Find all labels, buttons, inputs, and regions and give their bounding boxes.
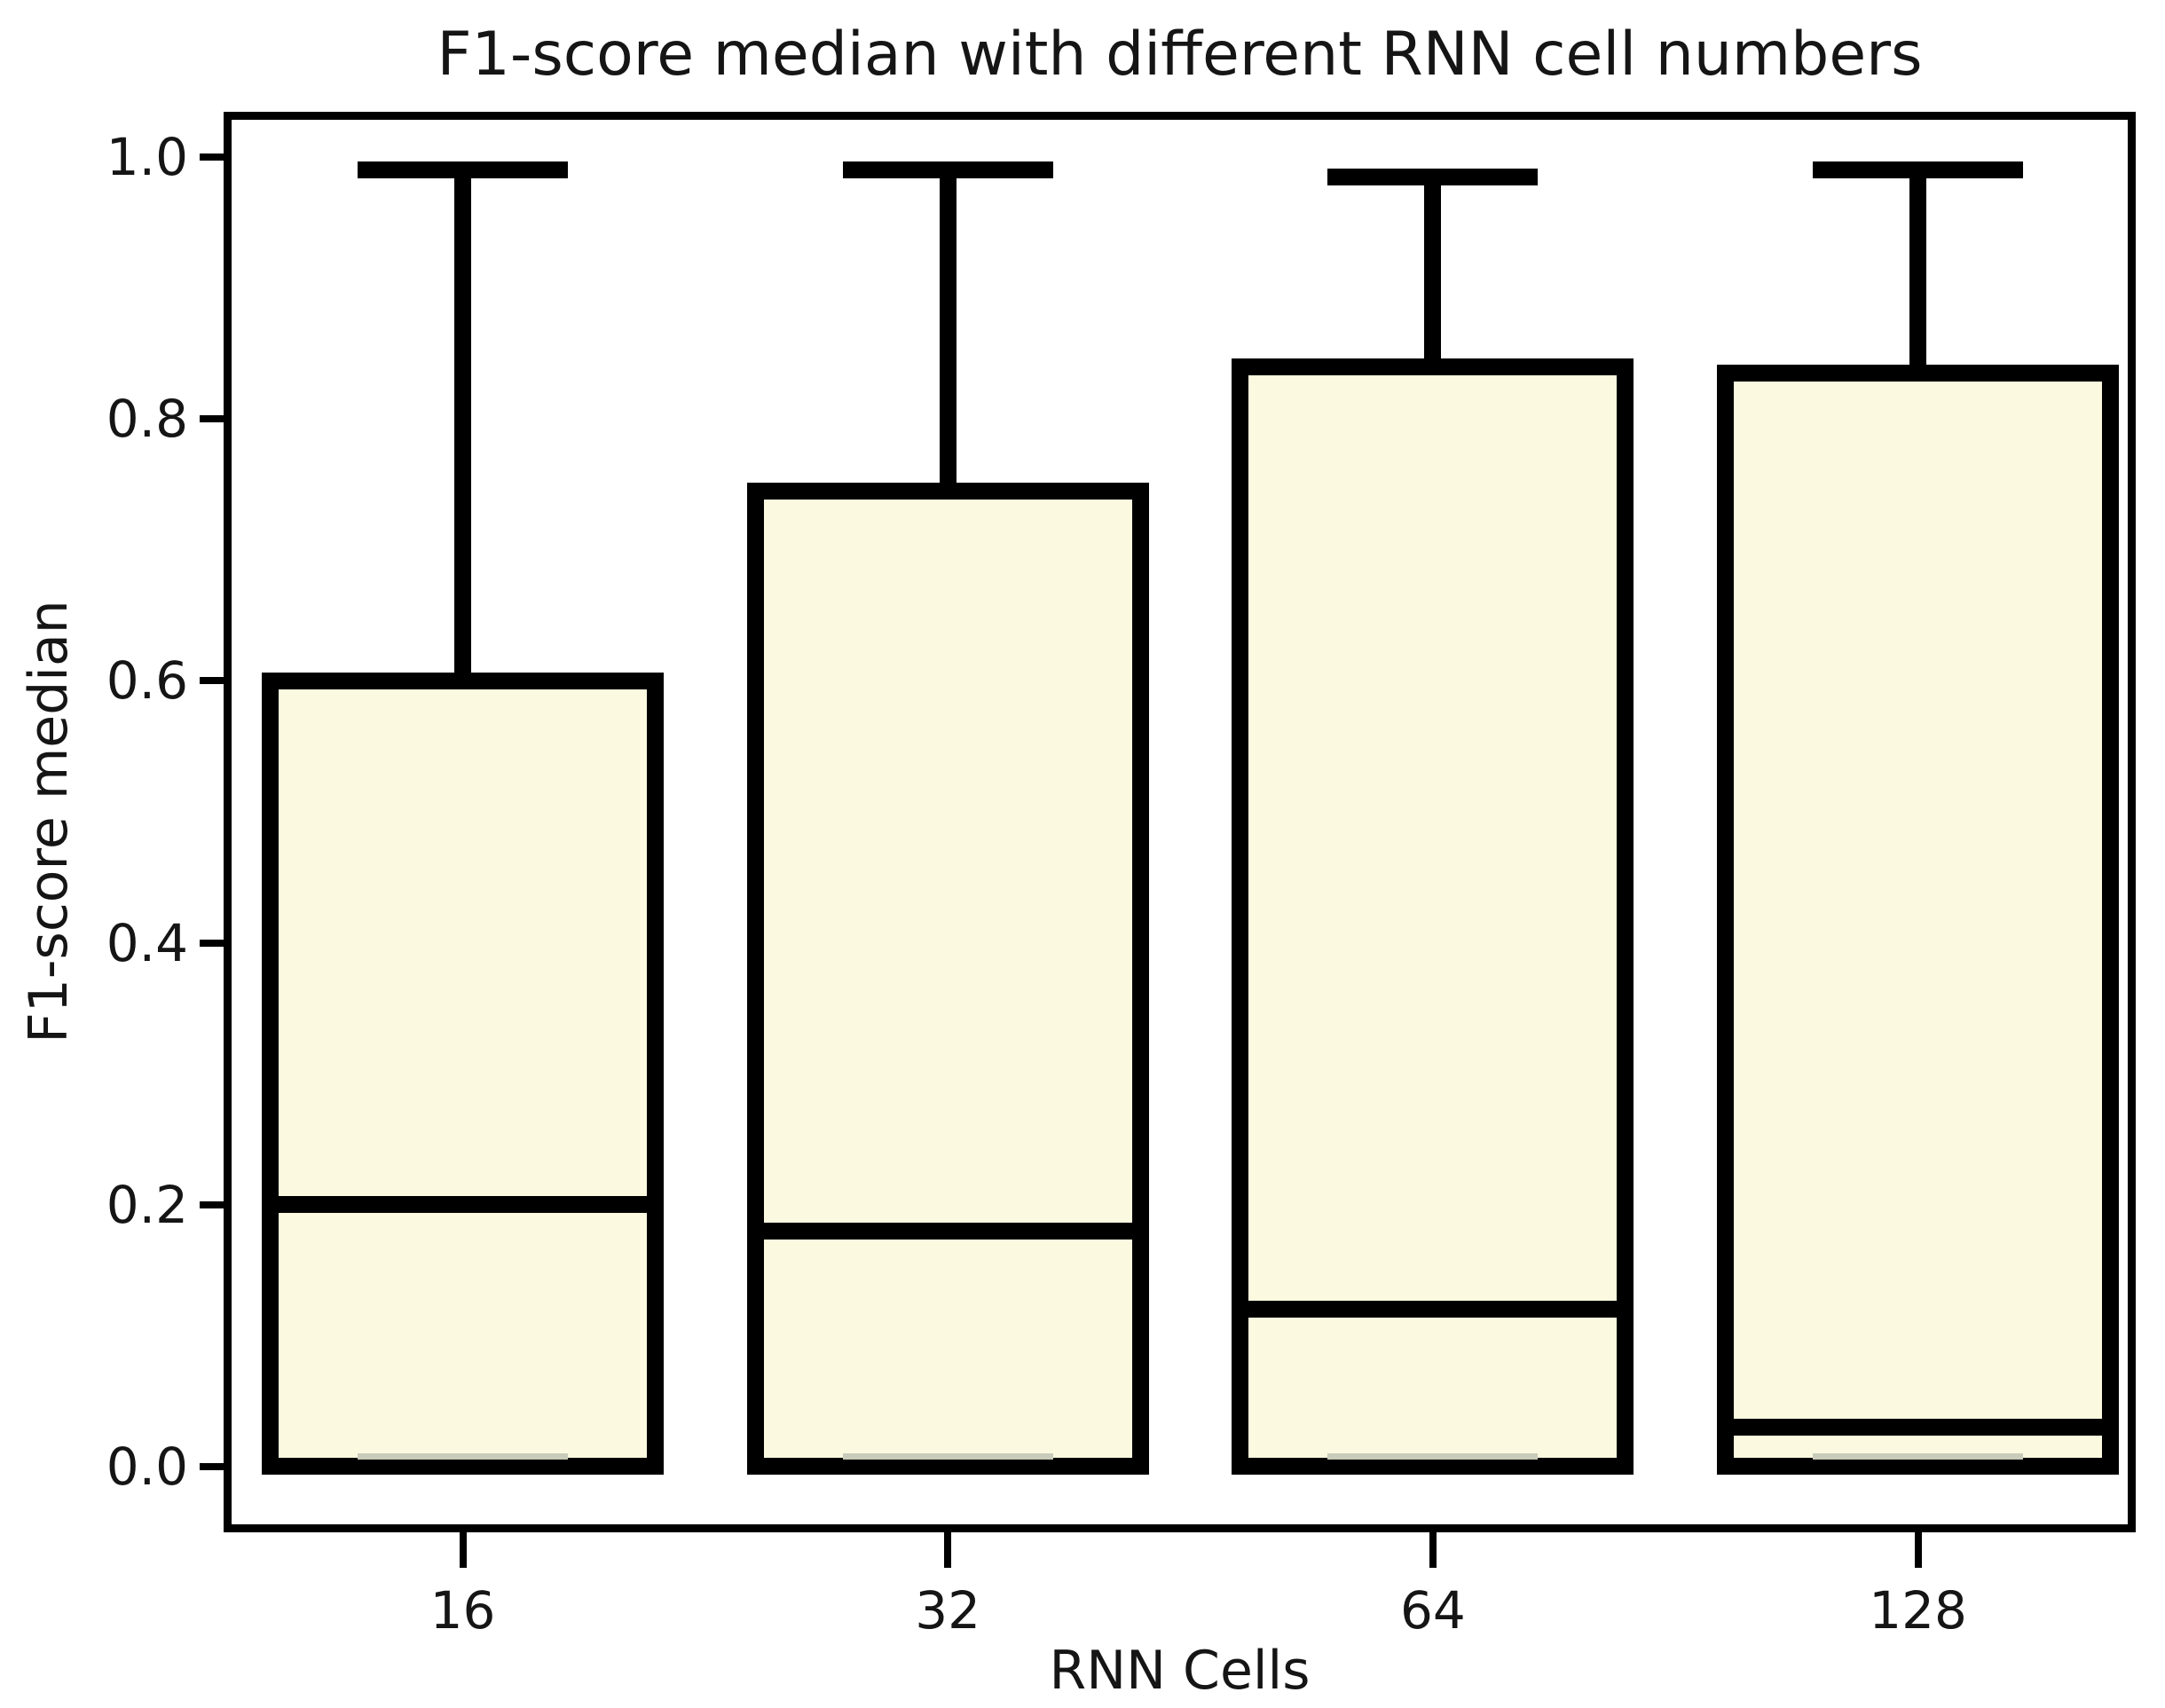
box-rect-16 <box>262 672 664 1476</box>
lower-whisker-cap-32 <box>842 1453 1053 1460</box>
x-tick-32 <box>944 1532 952 1568</box>
y-tick-label-0.0: 0.0 <box>106 1436 188 1497</box>
y-tick-1.0 <box>200 153 224 161</box>
x-tick-64 <box>1429 1532 1437 1568</box>
whisker-cap-32 <box>842 161 1053 179</box>
plot-area <box>200 112 2136 1532</box>
whisker-line-128 <box>1909 169 1927 366</box>
y-tick-0.0 <box>200 1463 224 1470</box>
x-tick-label-64: 64 <box>1399 1580 1466 1641</box>
y-tick-0.2 <box>200 1200 224 1208</box>
y-tick-0.6 <box>200 677 224 685</box>
box-rect-64 <box>1232 358 1634 1476</box>
x-axis-label: RNN Cells <box>1049 1640 1311 1702</box>
lower-whisker-cap-128 <box>1813 1453 2024 1460</box>
x-tick-label-16: 16 <box>429 1580 496 1641</box>
median-line-16 <box>279 1196 647 1214</box>
median-line-128 <box>1734 1419 2103 1436</box>
y-tick-label-1.0: 1.0 <box>106 127 188 187</box>
x-tick-label-32: 32 <box>915 1580 981 1641</box>
y-tick-label-0.2: 0.2 <box>106 1174 188 1235</box>
whisker-line-64 <box>1424 177 1442 358</box>
median-line-64 <box>1248 1301 1618 1318</box>
y-tick-label-0.4: 0.4 <box>106 912 188 973</box>
y-tick-0.8 <box>200 415 224 423</box>
x-tick-16 <box>459 1532 467 1568</box>
y-tick-0.4 <box>200 939 224 947</box>
x-tick-label-128: 128 <box>1869 1580 1967 1641</box>
box-rect-32 <box>746 482 1149 1476</box>
whisker-cap-16 <box>358 161 568 179</box>
chart-title: F1-score median with different RNN cell … <box>437 20 1923 90</box>
whisker-line-16 <box>454 169 471 673</box>
y-tick-label-0.8: 0.8 <box>106 389 188 450</box>
whisker-cap-64 <box>1327 168 1539 185</box>
box-rect-128 <box>1717 365 2120 1476</box>
lower-whisker-cap-16 <box>358 1453 568 1460</box>
whisker-cap-128 <box>1813 161 2024 179</box>
median-line-32 <box>763 1222 1132 1240</box>
y-tick-label-0.6: 0.6 <box>106 650 188 712</box>
x-tick-128 <box>1914 1532 1922 1568</box>
whisker-line-32 <box>939 169 957 483</box>
lower-whisker-cap-64 <box>1327 1453 1539 1460</box>
